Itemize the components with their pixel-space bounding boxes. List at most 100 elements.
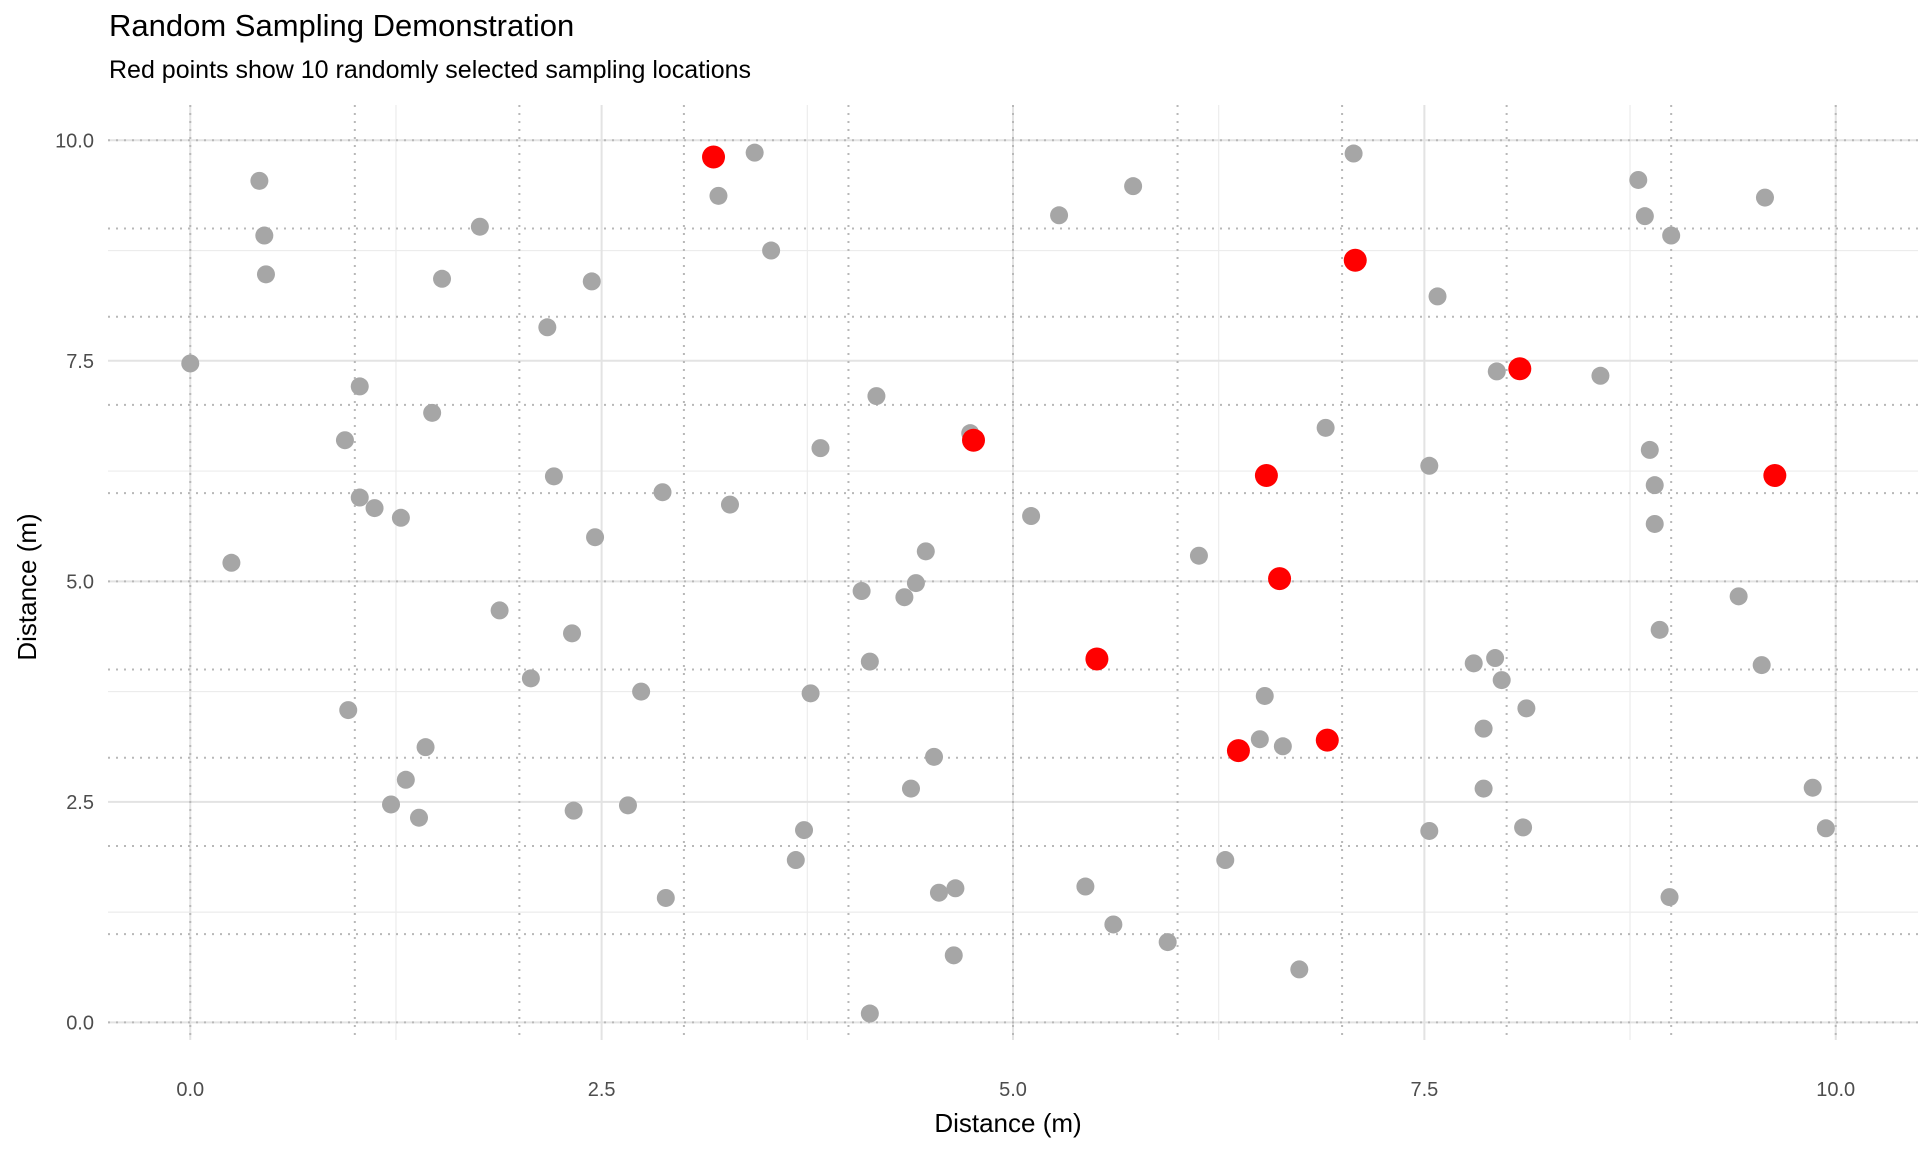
data-point [416,738,435,757]
points-layer [181,143,1835,1023]
data-point [916,542,935,561]
data-point [929,883,948,902]
data-point [586,528,605,547]
data-point [653,483,672,502]
data-point [1464,654,1483,673]
data-point [1022,507,1041,526]
data-point [895,588,914,607]
data-point [811,439,830,458]
data-point [944,946,963,965]
y-tick-label: 10.0 [55,130,94,152]
data-point [745,143,764,162]
data-point [852,582,871,601]
chart-title: Random Sampling Demonstration [109,8,575,43]
data-point [1273,737,1292,756]
data-point [1662,226,1681,245]
data-point [795,821,814,840]
data-point [1428,287,1447,306]
data-point [350,377,369,396]
data-point [250,171,269,190]
data-point [1729,587,1748,606]
data-point [1629,170,1648,189]
data-point [256,265,275,284]
data-point [1645,476,1664,495]
data-point [382,795,401,814]
data-point [906,574,925,593]
data-point [1420,821,1439,840]
data-point [1474,779,1493,798]
data-point [433,269,452,288]
data-point [350,488,369,507]
sampled-point [1226,739,1250,763]
data-point [339,701,358,720]
data-point [1803,778,1822,797]
data-point [1189,546,1208,565]
y-axis-title: Distance (m) [12,513,42,660]
y-tick-label: 0.0 [66,1012,94,1034]
x-tick-label: 0.0 [176,1079,204,1101]
data-point [181,354,200,373]
data-point [1645,514,1664,533]
data-point [1050,206,1069,225]
sampled-point [1268,567,1292,591]
data-point [1344,144,1363,163]
data-point [901,779,920,798]
grid-layer [108,105,1918,1040]
data-point [1650,620,1669,639]
data-point [423,403,442,422]
sampled-point [962,428,986,452]
data-point [1158,933,1177,952]
data-point [860,1004,879,1023]
data-point [1216,851,1235,870]
data-point [255,226,274,245]
x-tick-label: 2.5 [588,1079,616,1101]
data-point [786,851,805,870]
sampled-point [1508,357,1532,381]
data-point [391,508,410,527]
data-point [1752,656,1771,675]
data-point [1486,649,1505,668]
x-axis-title: Distance (m) [934,1108,1081,1138]
data-point [521,669,540,688]
sampled-point [1254,463,1278,487]
data-point [1591,366,1610,385]
data-point [762,241,781,260]
data-point [538,318,557,337]
data-point [1420,456,1439,475]
x-tick-label: 10.0 [1816,1079,1855,1101]
data-point [867,387,886,406]
data-point [1124,177,1143,196]
dotted-grid-layer [108,105,1918,1040]
tick-labels: 0.0 2.5 5.0 7.5 10.0 0.0 2.5 5.0 7.5 10.0 [55,130,1855,1101]
x-tick-label: 5.0 [999,1079,1027,1101]
data-point [720,495,739,514]
data-point [470,217,489,236]
data-point [1290,960,1309,979]
data-point [1517,699,1536,718]
sampled-point [1763,463,1787,487]
y-tick-label: 5.0 [66,571,94,593]
data-point [1755,188,1774,207]
data-point [925,747,944,766]
data-point [582,272,601,291]
x-tick-label: 7.5 [1410,1079,1438,1101]
data-point [1474,719,1493,738]
data-point [709,186,728,205]
data-point [1635,207,1654,226]
data-point [490,601,509,620]
data-point [618,796,637,815]
data-point [801,684,820,703]
sampled-point [1315,728,1339,752]
data-point [1640,440,1659,459]
data-point [1104,915,1123,934]
data-point [656,888,675,907]
data-point [365,499,384,518]
data-point [1492,671,1511,690]
chart-subtitle: Red points show 10 randomly selected sam… [109,56,752,84]
data-point [1660,888,1679,907]
data-point [396,770,415,789]
data-point [563,624,582,643]
data-point [1487,362,1506,381]
data-point [564,801,583,820]
